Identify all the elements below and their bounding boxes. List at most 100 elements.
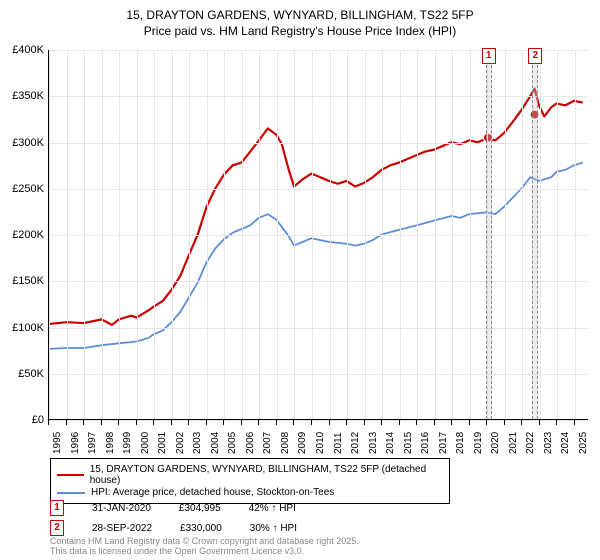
legend-swatch	[57, 474, 84, 476]
marker-vs-hpi: 30% ↑ HPI	[250, 523, 297, 534]
gridline-h	[49, 281, 588, 282]
x-tick-mark	[539, 420, 540, 425]
y-axis-label: £150K	[0, 275, 44, 287]
gridline-h	[49, 420, 588, 421]
y-axis-label: £50K	[0, 368, 44, 380]
x-axis-label: 2005	[227, 432, 238, 454]
x-axis-label: 2016	[420, 432, 431, 454]
gridline-v	[49, 50, 50, 419]
x-axis-label: 2021	[508, 432, 519, 454]
y-axis-label: £200K	[0, 229, 44, 241]
gridline-h	[49, 143, 588, 144]
x-axis-label: 1995	[52, 432, 63, 454]
gridline-h	[49, 328, 588, 329]
x-axis-label: 2013	[368, 432, 379, 454]
marker-info-2: 2 28-SEP-2022 £330,000 30% ↑ HPI	[50, 520, 297, 536]
gridline-v	[540, 50, 541, 419]
x-axis-label: 1996	[70, 432, 81, 454]
gridline-v	[417, 50, 418, 419]
x-axis-label: 2020	[490, 432, 501, 454]
gridline-v	[470, 50, 471, 419]
gridline-v	[365, 50, 366, 419]
marker-date: 31-JAN-2020	[92, 503, 151, 514]
x-tick-mark	[118, 420, 119, 425]
gridline-v	[505, 50, 506, 419]
y-axis-label: £0	[0, 414, 44, 426]
series-property	[49, 89, 583, 325]
x-tick-mark	[188, 420, 189, 425]
gridline-v	[347, 50, 348, 419]
x-axis-label: 2009	[297, 432, 308, 454]
x-axis-label: 2014	[385, 432, 396, 454]
gridline-v	[294, 50, 295, 419]
x-tick-mark	[206, 420, 207, 425]
gridline-v	[84, 50, 85, 419]
x-axis-label: 2010	[315, 432, 326, 454]
gridline-v	[207, 50, 208, 419]
marker-date: 28-SEP-2022	[92, 523, 152, 534]
gridline-v	[382, 50, 383, 419]
x-tick-mark	[101, 420, 102, 425]
gridline-h	[49, 189, 588, 190]
chart-plot-area: 12	[48, 50, 588, 420]
legend-item-hpi: HPI: Average price, detached house, Stoc…	[57, 487, 443, 498]
x-axis-label: 2025	[578, 432, 589, 454]
x-axis-label: 1999	[122, 432, 133, 454]
x-tick-mark	[556, 420, 557, 425]
x-tick-mark	[276, 420, 277, 425]
title-address: 15, DRAYTON GARDENS, WYNYARD, BILLINGHAM…	[10, 8, 590, 22]
x-tick-mark	[293, 420, 294, 425]
x-axis-label: 2015	[403, 432, 414, 454]
marker-callout: 2	[528, 48, 542, 64]
x-axis-label: 2011	[333, 432, 344, 454]
footer-attribution: Contains HM Land Registry data © Crown c…	[50, 536, 359, 556]
gridline-v	[330, 50, 331, 419]
gridline-v	[224, 50, 225, 419]
x-tick-mark	[416, 420, 417, 425]
marker-ref-box: 2	[50, 520, 64, 536]
marker-ref-box: 1	[50, 500, 64, 516]
x-tick-mark	[258, 420, 259, 425]
gridline-h	[49, 374, 588, 375]
gridline-v	[400, 50, 401, 419]
legend-label: 15, DRAYTON GARDENS, WYNYARD, BILLINGHAM…	[90, 464, 443, 486]
marker-band	[486, 50, 492, 419]
x-axis-label: 2006	[245, 432, 256, 454]
x-tick-mark	[434, 420, 435, 425]
x-tick-mark	[171, 420, 172, 425]
marker-price: £330,000	[180, 523, 222, 534]
x-axis-label: 2001	[157, 432, 168, 454]
x-tick-mark	[66, 420, 67, 425]
x-tick-mark	[364, 420, 365, 425]
gridline-h	[49, 235, 588, 236]
x-axis-label: 2002	[175, 432, 186, 454]
x-axis-label: 2022	[525, 432, 536, 454]
x-tick-mark	[486, 420, 487, 425]
x-axis-label: 2000	[140, 432, 151, 454]
x-axis-label: 2003	[192, 432, 203, 454]
gridline-v	[67, 50, 68, 419]
y-axis-label: £250K	[0, 183, 44, 195]
x-tick-mark	[469, 420, 470, 425]
x-tick-mark	[399, 420, 400, 425]
x-tick-mark	[381, 420, 382, 425]
x-tick-mark	[346, 420, 347, 425]
legend-label: HPI: Average price, detached house, Stoc…	[91, 487, 334, 498]
gridline-v	[119, 50, 120, 419]
marker-callout: 1	[482, 48, 496, 64]
gridline-v	[154, 50, 155, 419]
legend-swatch	[57, 492, 85, 494]
x-axis-label: 2004	[210, 432, 221, 454]
gridline-v	[575, 50, 576, 419]
chart-title-block: 15, DRAYTON GARDENS, WYNYARD, BILLINGHAM…	[0, 0, 600, 42]
x-tick-mark	[48, 420, 49, 425]
gridline-v	[102, 50, 103, 419]
gridline-h	[49, 50, 588, 51]
x-tick-mark	[311, 420, 312, 425]
x-axis-label: 1997	[87, 432, 98, 454]
x-axis-label: 2007	[262, 432, 273, 454]
y-axis-label: £100K	[0, 322, 44, 334]
x-tick-mark	[223, 420, 224, 425]
y-axis-label: £400K	[0, 44, 44, 56]
x-axis-label: 2024	[560, 432, 571, 454]
